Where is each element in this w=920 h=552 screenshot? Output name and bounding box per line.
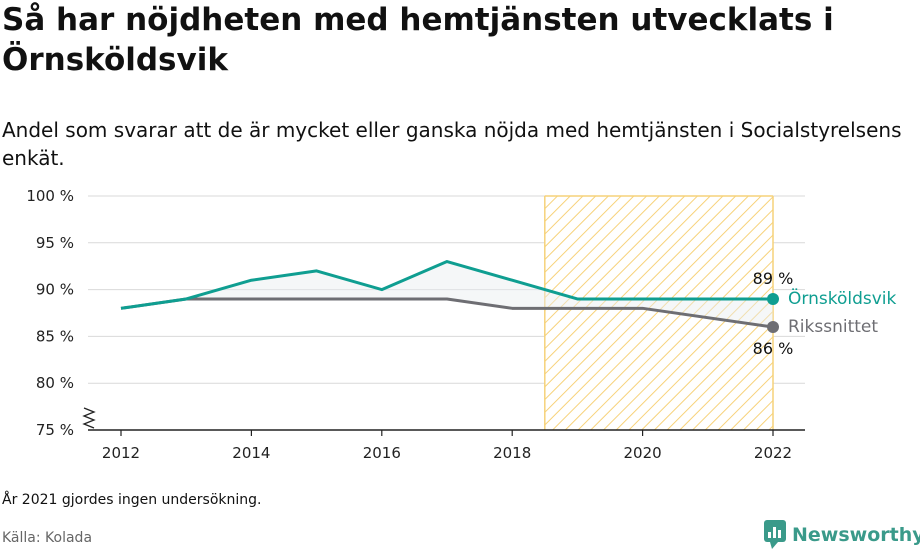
end-value-label: 89 % xyxy=(753,269,794,288)
x-tick-label: 2022 xyxy=(754,444,792,462)
y-tick-label: 100 % xyxy=(26,187,74,205)
series xyxy=(120,260,779,334)
series-gap-fill xyxy=(121,261,773,328)
series-line xyxy=(120,260,773,310)
x-tick-label: 2018 xyxy=(493,444,531,462)
chart-source: Källa: Kolada xyxy=(2,530,93,546)
series-name-label: Rikssnittet xyxy=(788,317,878,337)
newsworthy-logo-icon xyxy=(764,520,786,549)
labels: 89 % 86 % Örnsköldsvik Rikssnittet xyxy=(753,269,897,358)
highlight-hatch xyxy=(544,196,773,430)
series-end-point xyxy=(767,321,779,334)
y-tick-label: 85 % xyxy=(36,327,74,345)
chart-title: Så har nöjdheten med hemtjänsten utveckl… xyxy=(2,2,834,78)
y-tick-label: 95 % xyxy=(36,234,74,252)
y-tick-label: 90 % xyxy=(36,281,74,299)
x-tick-label: 2012 xyxy=(102,444,140,462)
chart-subtitle: Andel som svarar att de är mycket eller … xyxy=(2,118,902,170)
x-tick-label: 2014 xyxy=(232,444,270,462)
series-name-label: Örnsköldsvik xyxy=(788,287,896,309)
series-line xyxy=(120,297,774,329)
difference-area xyxy=(121,261,773,328)
y-tick-label: 80 % xyxy=(36,374,74,392)
y-tick-label: 75 % xyxy=(36,421,74,439)
axis-break-icon xyxy=(82,407,96,429)
line-chart: 75 % 80 % 85 % 90 % 95 % 100 % 2012 2014 2016 201… xyxy=(26,187,897,462)
highlight-region xyxy=(544,195,774,430)
axes: 75 % 80 % 85 % 90 % 95 % 100 % 2012 2014 2016 201… xyxy=(26,187,805,462)
series-end-point xyxy=(767,292,779,305)
end-value-label: 86 % xyxy=(753,339,794,358)
brand-name: Newsworthy xyxy=(792,524,920,546)
chart-note: År 2021 gjordes ingen undersökning. xyxy=(2,492,262,508)
x-tick-label: 2020 xyxy=(624,444,662,462)
x-tick-label: 2016 xyxy=(363,444,401,462)
newsworthy-logo: Newsworthy xyxy=(764,518,920,552)
